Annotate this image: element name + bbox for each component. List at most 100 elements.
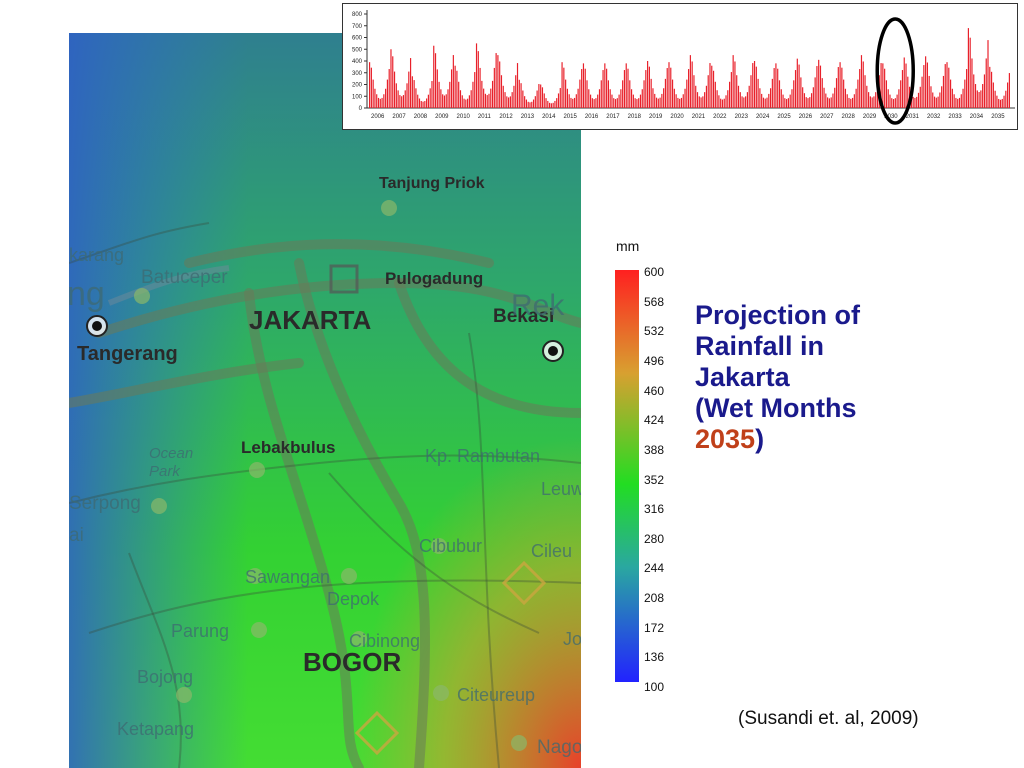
y-tick-label: 600 bbox=[352, 36, 363, 42]
rainfall-bar bbox=[942, 75, 945, 108]
rainfall-bar bbox=[896, 94, 898, 108]
rainfall-bar bbox=[725, 95, 727, 108]
rainfall-bar bbox=[894, 98, 896, 108]
rainfall-bar bbox=[745, 96, 747, 108]
rainfall-bar bbox=[764, 98, 766, 108]
rainfall-bar bbox=[962, 88, 964, 108]
rainfall-bar bbox=[855, 88, 857, 108]
x-tick-label: 2022 bbox=[713, 114, 727, 120]
rainfall-bar bbox=[1008, 73, 1010, 108]
rainfall-bar bbox=[383, 94, 385, 108]
rainfall-bar bbox=[547, 100, 549, 108]
x-tick-label: 2019 bbox=[649, 114, 663, 120]
rainfall-bar bbox=[549, 102, 551, 108]
rainfall-bar bbox=[634, 98, 636, 108]
rainfall-bar bbox=[835, 78, 838, 108]
rainfall-bar bbox=[780, 89, 782, 108]
rainfall-bar bbox=[643, 80, 645, 108]
citation: (Susandi et. al, 2009) bbox=[738, 708, 919, 729]
label-parung: Parung bbox=[171, 621, 230, 641]
rainfall-bar bbox=[607, 80, 609, 108]
rainfall-bar bbox=[449, 81, 451, 108]
rainfall-bar bbox=[711, 65, 713, 108]
rainfall-bar bbox=[668, 62, 670, 108]
rainfall-bar bbox=[803, 93, 806, 108]
rainfall-bar bbox=[946, 62, 948, 108]
rainfall-bar bbox=[823, 87, 825, 108]
map-background bbox=[69, 33, 581, 768]
rainfall-bar bbox=[609, 89, 611, 108]
rainfall-bar bbox=[411, 76, 413, 108]
rainfall-bar bbox=[859, 69, 861, 108]
rainfall-bar bbox=[527, 101, 529, 108]
rainfall-bar bbox=[930, 86, 932, 108]
y-tick-label: 300 bbox=[352, 71, 363, 77]
rainfall-bar bbox=[456, 70, 458, 108]
rainfall-bar bbox=[1001, 98, 1003, 108]
rainfall-bar bbox=[511, 92, 513, 108]
legend-tick-label: 172 bbox=[644, 620, 665, 635]
rainfall-bar bbox=[565, 79, 567, 108]
rainfall-bar bbox=[604, 63, 606, 108]
rainfall-bar bbox=[401, 96, 403, 108]
rainfall-bar bbox=[873, 96, 875, 108]
rainfall-bar bbox=[851, 97, 854, 108]
rainfall-bar bbox=[477, 51, 479, 108]
rainfall-bar bbox=[944, 64, 946, 108]
rainfall-bar bbox=[714, 81, 716, 108]
rainfall-bar bbox=[666, 68, 668, 108]
rainfall-bar bbox=[998, 98, 1000, 108]
legend-tick-label: 208 bbox=[644, 591, 665, 606]
rainfall-bar bbox=[415, 88, 417, 108]
rainfall-bar bbox=[561, 62, 563, 108]
rainfall-bar bbox=[554, 100, 556, 108]
rainfall-bar bbox=[497, 55, 499, 108]
rainfall-bar bbox=[857, 79, 859, 108]
rainfall-bar bbox=[399, 95, 401, 108]
legend-tick-label: 352 bbox=[644, 472, 665, 487]
rainfall-bar bbox=[424, 101, 426, 108]
y-tick-label: 400 bbox=[352, 59, 363, 65]
rainfall-bar bbox=[638, 98, 640, 108]
rainfall-bar bbox=[869, 96, 871, 108]
rainfall-bar bbox=[374, 88, 376, 108]
x-tick-label: 2025 bbox=[777, 114, 791, 120]
rainfall-bar bbox=[650, 78, 652, 108]
rainfall-bar bbox=[629, 80, 631, 108]
rainfall-bar bbox=[450, 69, 453, 108]
rainfall-bar bbox=[987, 40, 989, 108]
rainfall-bar bbox=[933, 96, 936, 108]
rainfall-bar bbox=[575, 94, 577, 108]
rainfall-bar bbox=[470, 90, 472, 108]
rainfall-bar bbox=[406, 83, 408, 108]
label-bojong: Bojong bbox=[137, 667, 194, 687]
legend-tick-label: 388 bbox=[644, 442, 665, 457]
rainfall-bar bbox=[955, 97, 957, 108]
rainfall-bar bbox=[392, 56, 394, 108]
rainfall-bar bbox=[516, 63, 519, 108]
rainfall-bar bbox=[602, 70, 604, 108]
rainfall-bar bbox=[632, 94, 634, 108]
rainfall-bar bbox=[404, 90, 406, 108]
rainfall-bar bbox=[506, 96, 508, 108]
x-tick-label: 2016 bbox=[585, 114, 599, 120]
rainfall-bar bbox=[688, 69, 690, 108]
label-serpong: Serpong bbox=[69, 493, 141, 514]
rainfall-bar bbox=[509, 96, 511, 108]
rainfall-bar bbox=[409, 58, 412, 108]
rainfall-bar bbox=[600, 80, 602, 108]
rainfall-bar bbox=[787, 98, 789, 108]
label-karang: karang bbox=[69, 245, 125, 265]
rainfall-bar bbox=[426, 98, 428, 108]
rainfall-bar bbox=[481, 80, 483, 108]
rainfall-bar bbox=[964, 79, 966, 108]
x-tick-label: 2007 bbox=[392, 114, 406, 120]
rainfall-bar bbox=[885, 80, 888, 108]
rainfall-bar bbox=[442, 94, 444, 108]
rainfall-bar bbox=[791, 89, 793, 108]
rainfall-bar bbox=[914, 97, 916, 108]
rainfall-bar bbox=[974, 84, 977, 108]
rainfall-bar bbox=[648, 66, 650, 108]
label-lebakbulus: Lebakbulus bbox=[241, 438, 336, 457]
rainfall-bar bbox=[440, 89, 442, 108]
